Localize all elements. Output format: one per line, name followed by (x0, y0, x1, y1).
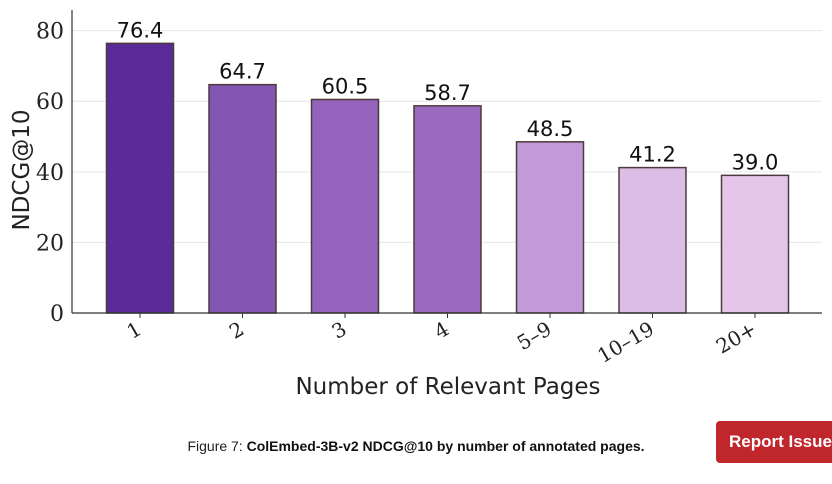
report-issue-button[interactable]: Report Issue (716, 421, 832, 463)
y-tick-label: 60 (36, 90, 64, 115)
bar (105, 42, 175, 314)
x-tick-label: 20+ (712, 317, 761, 359)
bar-value-label: 58.7 (424, 81, 471, 105)
bar (208, 83, 277, 314)
x-tick-label: 10–19 (593, 317, 658, 368)
bar-chart: 76.4 64.7 60.5 58.7 48.5 41.2 39.0 0 20 40 60 80 1 2… (9, 10, 822, 400)
bar-value-label: 48.5 (527, 117, 574, 141)
x-axis-label: Number of Relevant Pages (295, 374, 600, 400)
bars (105, 42, 790, 314)
y-tick-label: 0 (50, 302, 64, 327)
bar (720, 174, 790, 314)
x-tick-label: 2 (225, 317, 248, 344)
y-tick-label: 20 (36, 231, 64, 256)
y-tick-label: 80 (36, 20, 64, 45)
x-tick-label: 5–9 (513, 317, 556, 356)
caption-prefix: Figure 7: (187, 438, 243, 454)
y-tick-label: 40 (36, 161, 64, 186)
bar (515, 141, 585, 314)
figure-caption: Figure 7: ColEmbed-3B-v2 NDCG@10 by numb… (0, 438, 832, 454)
bar (413, 105, 482, 314)
caption-title: ColEmbed-3B-v2 NDCG@10 by number of anno… (246, 438, 645, 454)
x-tick-label: 4 (430, 317, 453, 344)
x-tick-label: 3 (327, 317, 350, 344)
bar-value-label: 76.4 (117, 18, 164, 42)
bar (310, 98, 380, 314)
bar-value-label: 39.0 (732, 150, 779, 174)
bar-value-label: 41.2 (629, 143, 676, 167)
y-axis-label: NDCG@10 (9, 109, 35, 230)
value-labels: 76.4 64.7 60.5 58.7 48.5 41.2 39.0 (117, 18, 779, 174)
x-tick-label: 1 (122, 317, 145, 344)
bar-value-label: 64.7 (219, 60, 266, 84)
bar-value-label: 60.5 (322, 74, 369, 98)
bar (618, 166, 687, 314)
